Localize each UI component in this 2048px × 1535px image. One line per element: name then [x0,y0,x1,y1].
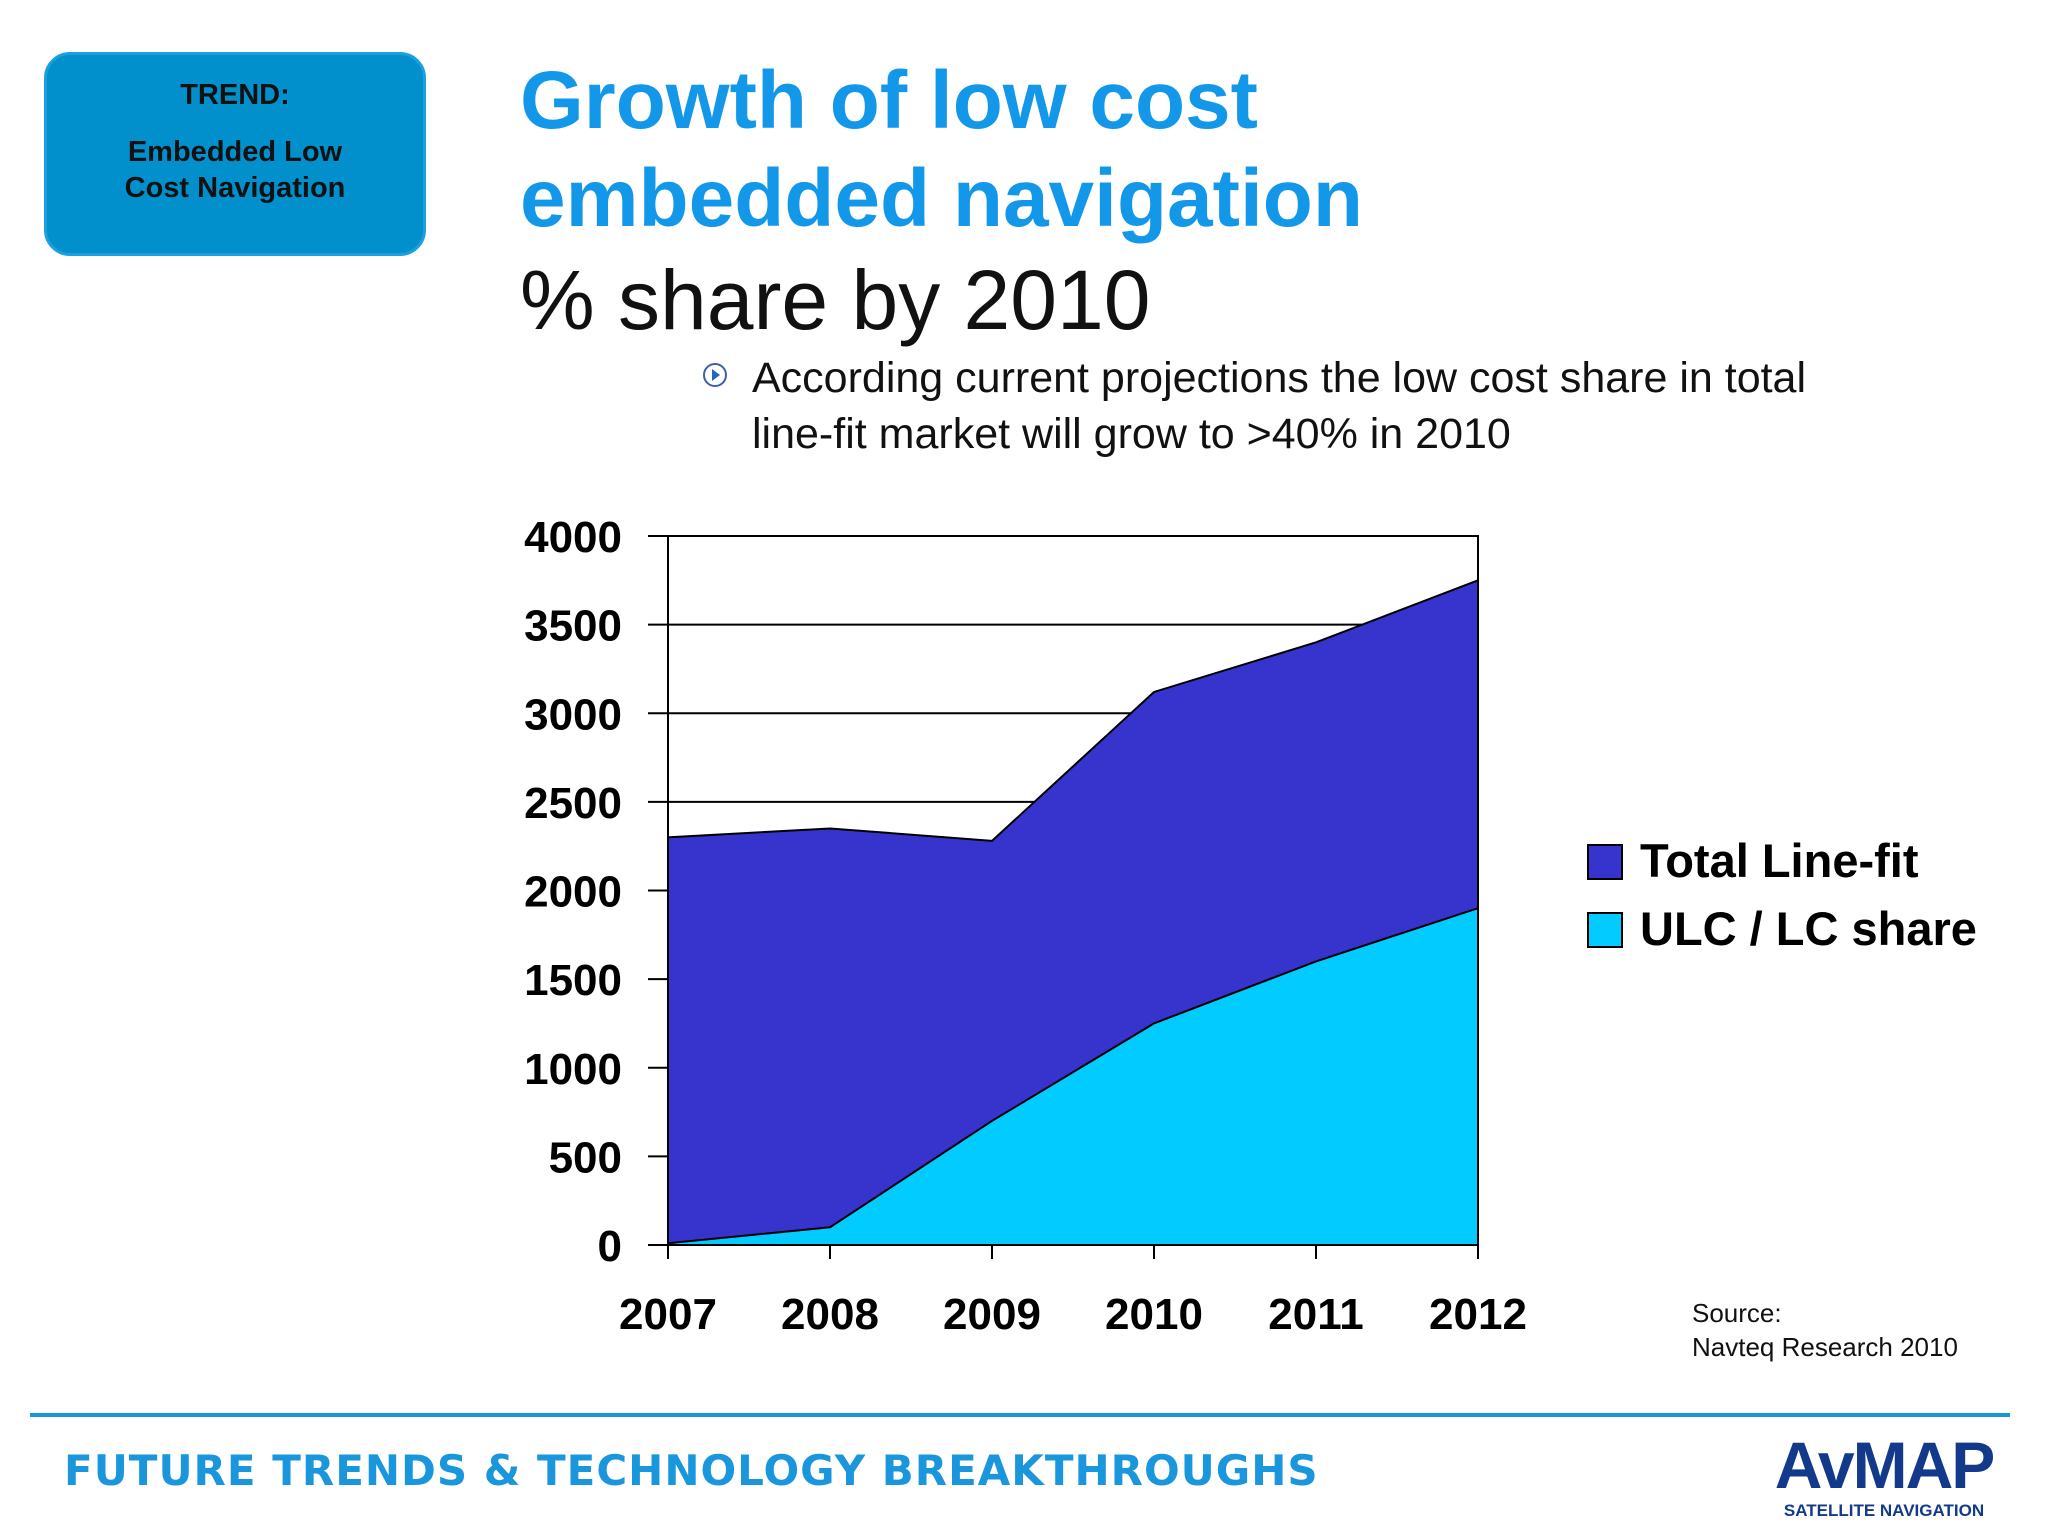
y-tick-label: 4000 [524,513,622,562]
source-text: Navteq Research 2010 [1692,1332,1958,1362]
x-tick-label: 2008 [781,1290,879,1339]
y-tick-label: 1000 [524,1045,622,1094]
x-tick-label: 2010 [1105,1290,1203,1339]
avmap-logo: AvMAP SATELLITE NAVIGATION [1762,1432,2006,1524]
logo-name: AvMAP [1774,1428,1996,1502]
title-line-2: embedded navigation [520,153,1363,244]
trend-label: TREND: [180,79,290,111]
trend-text: Embedded Low Cost Navigation [124,136,346,204]
legend-swatch [1587,912,1623,948]
bullet-text: According current projections the low co… [752,354,1807,458]
trend-box: TREND: Embedded Low Cost Navigation [44,52,426,256]
x-tick-label: 2007 [619,1290,717,1339]
source-label: Source: [1692,1298,1782,1328]
page-subtitle: % share by 2010 [520,253,1151,347]
legend-swatch [1587,844,1623,880]
x-tick-label: 2009 [943,1290,1041,1339]
source-note: Source: Navteq Research 2010 [1692,1296,1958,1364]
y-tick-label: 2000 [524,868,622,917]
y-tick-label: 1500 [524,956,622,1005]
y-tick-label: 500 [549,1133,622,1182]
x-tick-label: 2011 [1268,1290,1363,1339]
y-tick-label: 2500 [524,779,622,828]
y-tick-label: 0 [598,1222,622,1271]
play-circle-icon [703,363,727,387]
y-tick-label: 3000 [524,690,622,739]
page-title: Growth of low cost embedded navigation [520,52,1363,248]
legend: Total Line-fit ULC / LC share [1587,834,1977,955]
footer-text: FUTURE TRENDS & TECHNOLOGY BREAKTHROUGHS [64,1446,1319,1495]
x-axis: 2007 2008 2009 2010 2011 2012 [619,1245,1527,1339]
y-tick-label: 3500 [524,602,622,651]
footer-divider [30,1413,2010,1417]
x-tick-label: 2012 [1429,1290,1527,1339]
legend-label: ULC / LC share [1640,902,1977,955]
legend-label: Total Line-fit [1640,834,1919,887]
title-line-1: Growth of low cost [520,55,1258,146]
y-axis: 0 500 1000 1500 2000 2500 3000 3500 4000 [524,513,668,1271]
logo-tagline: SATELLITE NAVIGATION [1783,1501,1985,1520]
